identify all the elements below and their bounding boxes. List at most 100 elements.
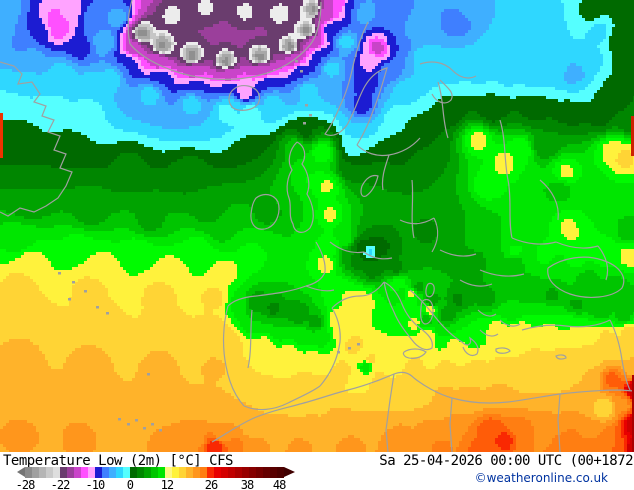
coastline-path <box>420 298 434 325</box>
coastline-path <box>555 354 567 360</box>
island-marker <box>357 343 360 346</box>
island-marker <box>151 423 154 426</box>
island-marker <box>300 70 303 73</box>
map-edge-artifact <box>631 116 634 156</box>
colorbar-tick-label: -28 <box>15 478 36 490</box>
colorbar-tick-label: 38 <box>240 478 254 490</box>
coastline-path <box>402 348 427 359</box>
island-marker <box>305 104 308 107</box>
coastline-path <box>385 373 561 452</box>
colorbar-box <box>46 467 53 478</box>
colorbar-box <box>179 467 186 478</box>
temperature-map <box>0 0 634 452</box>
colorbar-tick-label: 26 <box>204 478 218 490</box>
coastline-path <box>511 179 559 245</box>
colorbar-box <box>137 467 144 478</box>
colorbar-box <box>60 467 67 478</box>
coastline-path <box>499 119 513 239</box>
colorbar-box <box>88 467 95 478</box>
coastline-path <box>383 281 433 351</box>
coastline-path <box>129 1 322 80</box>
colorbar-box <box>144 467 151 478</box>
coastline-path <box>227 285 307 307</box>
island-marker <box>135 419 138 422</box>
colorbar-box <box>123 467 130 478</box>
colorbar-box <box>102 467 109 478</box>
coastline-path <box>409 289 479 357</box>
colorbar-tick-label: 48 <box>272 478 286 490</box>
colorbar-box <box>74 467 81 478</box>
coastline-path <box>228 85 261 111</box>
island-marker <box>303 122 306 125</box>
island-marker <box>337 351 340 354</box>
island-marker <box>295 60 298 63</box>
coastline-path <box>419 61 477 104</box>
coastline-path <box>425 282 435 298</box>
coastline-path <box>360 174 379 197</box>
island-marker <box>127 423 130 426</box>
coastline-path <box>319 307 341 387</box>
colorbar-box <box>242 467 249 478</box>
coastline-path <box>329 241 393 260</box>
coastline-path <box>286 141 314 233</box>
legend-title: Temperature Low (2m) [°C] CFS <box>3 453 233 469</box>
colorbar-box <box>235 467 242 478</box>
island-marker <box>72 281 75 284</box>
colorbar-box <box>200 467 207 478</box>
coastline-path <box>305 285 335 292</box>
colorbar-box <box>109 467 116 478</box>
coastline-path <box>437 81 449 139</box>
coastline-path <box>439 249 525 287</box>
colorbar-box <box>249 467 256 478</box>
datetime-label: Sa 25-04-2026 00:00 UTC (00+1872 <box>379 453 633 469</box>
coastline-overlay <box>0 0 634 452</box>
coastline-path <box>247 309 253 369</box>
coastline-path <box>250 193 280 230</box>
colorbar-tick-label: 0 <box>126 478 134 490</box>
island-marker <box>348 347 351 350</box>
colorbar-left-arrow <box>17 467 25 477</box>
colorbar-box <box>39 467 46 478</box>
coastline-path <box>399 217 439 253</box>
colorbar-box <box>95 467 102 478</box>
colorbar-box <box>221 467 228 478</box>
colorbar-box <box>256 467 263 478</box>
island-marker <box>147 373 150 376</box>
copyright-label: ©weatheronline.co.uk <box>474 471 608 485</box>
colorbar-box <box>81 467 88 478</box>
colorbar-box <box>207 467 214 478</box>
island-marker <box>159 429 162 432</box>
coastline-path <box>211 371 634 443</box>
coastline-path <box>324 21 369 137</box>
colorbar-boxes <box>25 467 284 478</box>
colorbar-right-arrow <box>284 467 295 477</box>
legend-bar: Temperature Low (2m) [°C] CFS -28 -22 -10 0… <box>0 452 634 490</box>
colorbar-box <box>32 467 39 478</box>
colorbar-box <box>25 467 32 478</box>
colorbar-box <box>263 467 270 478</box>
island-marker <box>96 306 99 309</box>
colorbar-box <box>53 467 60 478</box>
colorbar-box <box>151 467 158 478</box>
island-marker <box>68 298 71 301</box>
colorbar-tick-label: -22 <box>50 478 71 490</box>
island-marker <box>106 312 109 315</box>
coastline-path <box>477 309 521 337</box>
colorbar-box <box>172 467 179 478</box>
coastline-path <box>222 305 245 407</box>
map-edge-artifact <box>632 375 634 452</box>
colorbar-box <box>193 467 200 478</box>
colorbar-box <box>186 467 193 478</box>
coastline-path <box>555 241 609 281</box>
coastline-path <box>356 137 421 191</box>
colorbar-box <box>228 467 235 478</box>
coastline-path <box>127 0 133 45</box>
colorbar-box <box>67 467 74 478</box>
colorbar-box <box>130 467 137 478</box>
colorbar-box <box>158 467 165 478</box>
island-marker <box>118 418 121 421</box>
map-edge-artifact <box>0 113 3 158</box>
colorbar-tick-label: -10 <box>85 478 106 490</box>
temperature-field-canvas <box>0 0 634 452</box>
